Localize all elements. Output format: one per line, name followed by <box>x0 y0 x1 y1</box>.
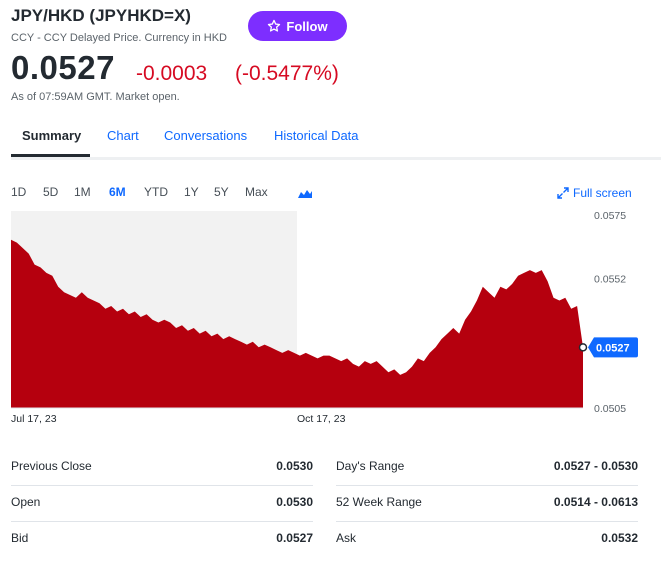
stat-ask: Ask 0.0532 <box>336 522 638 558</box>
range-ytd[interactable]: YTD <box>144 185 168 199</box>
expand-icon <box>557 187 569 199</box>
range-6m[interactable]: 6M <box>109 185 126 199</box>
stat-value: 0.0530 <box>276 459 313 473</box>
y-tick-label: 0.0552 <box>594 273 626 285</box>
price-change: -0.0003 <box>136 62 208 85</box>
follow-label: Follow <box>286 18 328 34</box>
stat-value: 0.0527 - 0.0530 <box>553 459 638 473</box>
price-area <box>11 239 583 408</box>
x-tick-label: Oct 17, 23 <box>297 413 346 425</box>
tab-summary[interactable]: Summary <box>22 128 82 143</box>
range-max[interactable]: Max <box>245 185 268 199</box>
current-price-label: 0.0527 <box>596 342 630 354</box>
active-tab-indicator <box>11 154 90 157</box>
page-title: JPY/HKD (JPYHKD=X) <box>11 6 191 25</box>
price-change-percent: (-0.5477%) <box>235 62 339 85</box>
stat-value: 0.0527 <box>276 531 313 545</box>
stat-previous-close: Previous Close 0.0530 <box>11 450 313 486</box>
stat-days-range: Day's Range 0.0527 - 0.0530 <box>336 450 638 486</box>
quote-subtitle: CCY - CCY Delayed Price. Currency in HKD <box>11 32 227 44</box>
mountain-chart-icon[interactable] <box>297 185 313 201</box>
star-icon <box>268 19 281 32</box>
fullscreen-button[interactable]: Full screen <box>557 186 632 200</box>
fullscreen-label: Full screen <box>573 186 632 200</box>
stat-open: Open 0.0530 <box>11 486 313 522</box>
range-5y[interactable]: 5Y <box>214 185 229 199</box>
tab-chart[interactable]: Chart <box>107 128 139 143</box>
stat-value: 0.0532 <box>601 531 638 545</box>
y-tick-label: 0.0575 <box>594 210 626 222</box>
stat-label: Day's Range <box>336 459 405 473</box>
follow-button[interactable]: Follow <box>248 11 347 41</box>
current-price: 0.0527 <box>11 49 115 86</box>
stat-label: Open <box>11 495 41 509</box>
current-price-tag <box>588 337 638 358</box>
range-1d[interactable]: 1D <box>11 185 27 199</box>
stat-label: Bid <box>11 531 29 545</box>
range-5d[interactable]: 5D <box>43 185 59 199</box>
stat-bid: Bid 0.0527 <box>11 522 313 558</box>
x-tick-label: Jul 17, 23 <box>11 413 57 425</box>
stat-value: 0.0530 <box>276 495 313 509</box>
quote-header: JPY/HKD (JPYHKD=X) CCY - CCY Delayed Pri… <box>11 6 651 106</box>
stat-value: 0.0514 - 0.0613 <box>553 495 638 509</box>
range-1y[interactable]: 1Y <box>184 185 199 199</box>
range-1m[interactable]: 1M <box>74 185 91 199</box>
stat-label: Previous Close <box>11 459 92 473</box>
stat-label: 52 Week Range <box>336 495 422 509</box>
current-price-marker <box>578 343 588 352</box>
stat-label: Ask <box>336 531 357 545</box>
tab-historical-data[interactable]: Historical Data <box>274 128 359 143</box>
tab-conversations[interactable]: Conversations <box>164 128 248 143</box>
stat-52-week-range: 52 Week Range 0.0514 - 0.0613 <box>336 486 638 522</box>
as-of-timestamp: As of 07:59AM GMT. Market open. <box>11 91 180 103</box>
y-tick-label: 0.0505 <box>594 403 626 415</box>
quote-tabs: Summary Chart Conversations Historical D… <box>11 120 661 160</box>
